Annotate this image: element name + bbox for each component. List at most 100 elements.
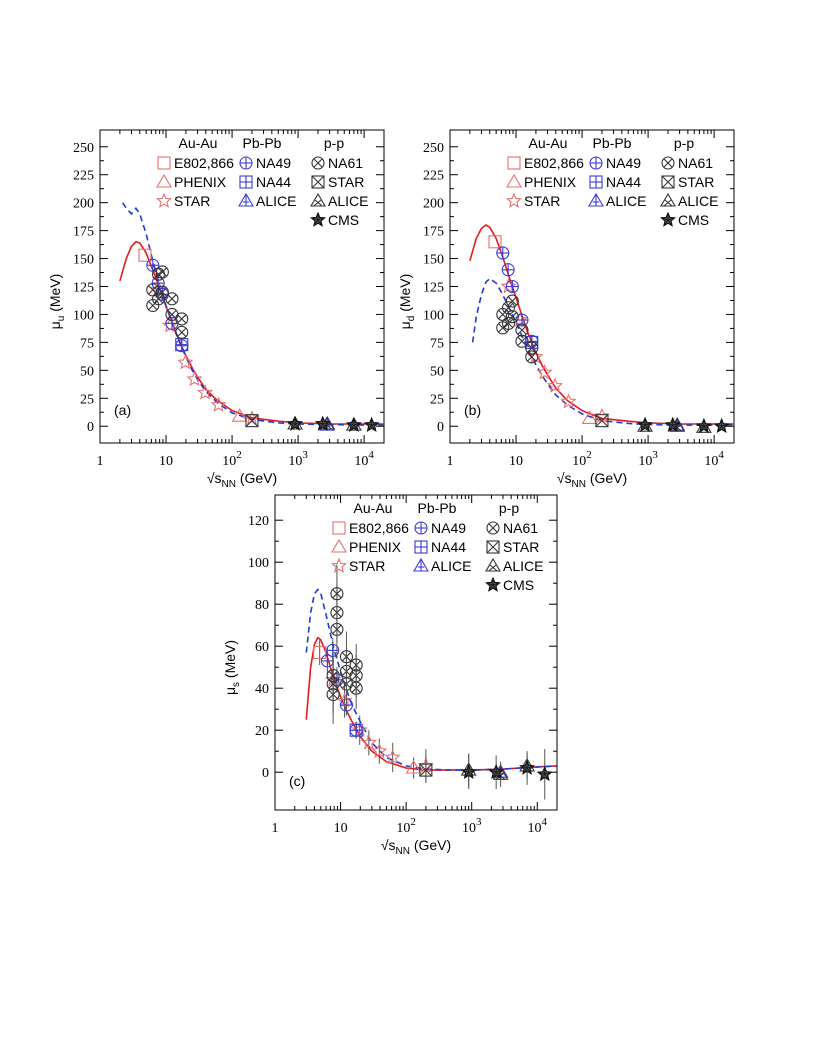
x-tick-label: 103	[462, 816, 482, 836]
data-point	[502, 264, 514, 276]
y-tick-label: 125	[423, 281, 444, 296]
data-point-shape	[188, 372, 201, 385]
series-na61-circle-x	[497, 295, 538, 363]
x-tick-label-exponent: 2	[586, 449, 592, 461]
legend-marker	[662, 157, 674, 169]
legend-entry-label: CMS	[678, 212, 709, 228]
legend-marker	[590, 176, 602, 188]
legend-marker	[240, 176, 252, 188]
legend-entry-label: NA49	[606, 155, 641, 171]
legend-entry-label: NA61	[678, 155, 713, 171]
series-na44-square-plus	[350, 722, 362, 739]
legend-marker-x-b	[489, 565, 496, 571]
x-tick-label-base: 10	[222, 454, 236, 469]
x-tick-label-base: 10	[159, 454, 173, 469]
x-tick-label: 102	[572, 449, 592, 469]
legend-marker	[415, 541, 427, 553]
legend-marker	[507, 175, 521, 187]
x-axis-title-subscript: NN	[396, 846, 410, 857]
legend-entry-label: NA44	[256, 174, 291, 190]
x-tick-label: 10	[509, 454, 523, 469]
legend-marker-shape	[332, 559, 345, 572]
x-axis-title-unit: (GeV)	[410, 837, 451, 853]
x-tick-label-base: 10	[704, 454, 718, 469]
legend-marker	[157, 194, 170, 207]
y-tick-label: 100	[423, 308, 444, 323]
legend-entry-label: STAR	[174, 193, 210, 209]
data-point	[156, 266, 168, 278]
legend-marker	[311, 213, 324, 226]
x-axis-title-main: √s	[381, 837, 396, 853]
x-axis-title-subscript: NN	[222, 479, 236, 490]
legend-marker	[487, 522, 499, 534]
legend-marker	[589, 194, 603, 206]
y-tick-label: 40	[255, 682, 269, 697]
x-axis-title-main: √s	[557, 470, 572, 486]
legend-marker-shape	[661, 194, 675, 206]
model-curve-dashed	[123, 203, 384, 425]
panel-label: (c)	[289, 773, 305, 789]
y-tick-label: 120	[248, 514, 269, 529]
y-axis-title: μs (MeV)	[222, 640, 242, 695]
data-point	[538, 767, 551, 780]
legend-marker	[311, 194, 325, 206]
y-axis-title-main: μ	[222, 687, 238, 695]
x-axis-title-main: √s	[207, 470, 222, 486]
legend-entry-label: PHENIX	[174, 174, 227, 190]
y-tick-label: 225	[423, 169, 444, 184]
y-tick-label: 100	[73, 308, 94, 323]
legend-marker	[332, 559, 345, 572]
x-tick-label-base: 10	[288, 454, 302, 469]
data-point	[506, 281, 518, 293]
legend-marker-x-b	[314, 200, 321, 206]
y-tick-label: 150	[73, 253, 94, 268]
x-tick-label-exponent: 4	[718, 449, 724, 461]
legend-header: Au-Au	[529, 135, 568, 151]
legend-marker	[312, 176, 324, 188]
y-tick-label: 200	[73, 197, 94, 212]
x-tick-label: 1	[97, 454, 104, 469]
legend-entry-label: NA49	[256, 155, 291, 171]
data-point	[246, 415, 258, 427]
y-tick-label: 50	[80, 364, 94, 379]
legend-entry-label: ALICE	[328, 193, 368, 209]
legend-marker-shape	[333, 522, 345, 534]
legend-entry-label: ALICE	[678, 193, 718, 209]
y-axis-title-unit: (MeV)	[397, 274, 413, 316]
data-point	[176, 313, 188, 325]
x-tick-label: 104	[528, 816, 548, 836]
legend-marker-shape	[157, 194, 170, 207]
x-axis-title-subscript: NN	[572, 479, 586, 490]
legend-marker	[240, 157, 252, 169]
legend-marker	[414, 559, 428, 571]
legend-entry-label: ALICE	[431, 558, 471, 574]
panel-label: (a)	[114, 402, 131, 418]
y-tick-label: 0	[437, 420, 444, 435]
y-tick-label: 175	[73, 225, 94, 240]
legend-entry-label: PHENIX	[349, 539, 402, 555]
x-tick-label-base: 10	[509, 454, 523, 469]
data-point	[638, 418, 651, 431]
legend-entry-label: E802,866	[174, 155, 234, 171]
y-tick-label: 50	[430, 364, 444, 379]
legend-marker-shape	[157, 175, 171, 187]
legend-marker-shape	[311, 194, 325, 206]
legend-marker	[157, 175, 171, 187]
x-tick-label-base: 10	[462, 821, 476, 836]
legend-marker	[239, 194, 253, 206]
data-point	[176, 326, 188, 338]
data-point	[497, 247, 509, 259]
x-tick-label: 104	[704, 449, 724, 469]
x-tick-label-exponent: 4	[368, 449, 374, 461]
x-tick-label-exponent: 2	[236, 449, 242, 461]
data-point	[179, 356, 192, 369]
legend-marker-shape	[507, 194, 520, 207]
x-tick-label-exponent: 3	[652, 449, 658, 461]
legend-marker-x-a	[490, 565, 497, 571]
